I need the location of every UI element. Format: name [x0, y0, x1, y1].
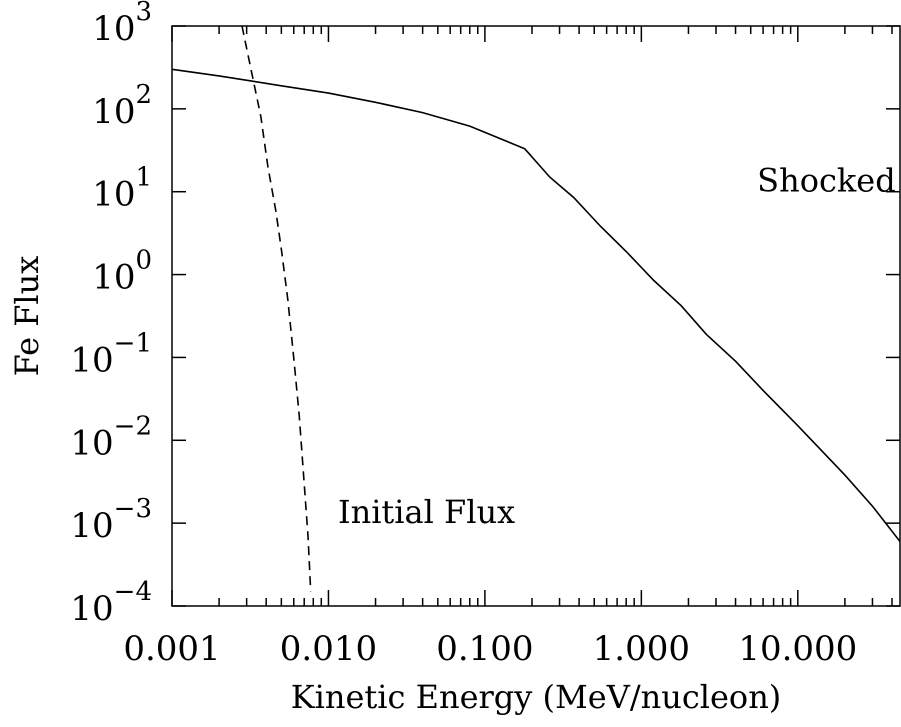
x-tick-label: 1.000 — [593, 629, 690, 669]
y-tick-exponent: −2 — [114, 411, 152, 441]
x-tick-label: 0.100 — [436, 629, 533, 669]
y-tick-label: 100 — [92, 246, 152, 298]
y-tick-base: 10 — [70, 340, 113, 380]
y-tick-exponent: 3 — [135, 0, 152, 27]
y-tick-label: 10−4 — [70, 577, 152, 629]
initial-flux-annotation: Initial Flux — [338, 493, 515, 531]
annotations: Shocked Flux Initial Flux — [338, 162, 901, 531]
x-tick-label: 0.010 — [280, 629, 377, 669]
y-tick-label: 103 — [92, 0, 152, 49]
y-tick-base: 10 — [70, 506, 113, 546]
y-axis-label: Fe Flux — [8, 256, 46, 377]
x-tick-label: 0.001 — [123, 629, 220, 669]
x-axis-label: Kinetic Energy (MeV/nucleon) — [291, 678, 782, 716]
y-tick-base: 10 — [70, 589, 113, 629]
y-tick-base: 10 — [92, 175, 135, 215]
axis-ticks — [171, 25, 900, 607]
data-series — [171, 25, 901, 592]
shocked-flux-annotation: Shocked Flux — [757, 162, 901, 200]
y-tick-label: 10−2 — [70, 411, 152, 463]
x-tick-labels: 0.001 0.010 0.100 1.000 10.000 — [123, 629, 857, 669]
y-tick-base: 10 — [92, 92, 135, 132]
shocked-flux-line — [171, 68, 901, 542]
y-tick-label: 10−3 — [70, 494, 152, 546]
y-tick-exponent: −3 — [114, 494, 152, 524]
y-tick-exponent: 2 — [135, 80, 152, 110]
x-tick-label: 10.000 — [738, 629, 857, 669]
y-tick-exponent: −1 — [114, 328, 152, 358]
initial-flux-line — [241, 25, 312, 592]
plot-frame — [171, 25, 901, 607]
y-tick-exponent: 0 — [135, 246, 152, 276]
y-tick-label: 101 — [92, 163, 152, 215]
y-tick-base: 10 — [92, 9, 135, 49]
y-tick-exponent: 1 — [135, 163, 152, 193]
y-tick-base: 10 — [70, 423, 113, 463]
y-tick-base: 10 — [92, 258, 135, 298]
y-tick-label: 102 — [92, 80, 152, 132]
y-tick-label: 10−1 — [70, 328, 152, 380]
y-tick-exponent: −4 — [114, 577, 152, 607]
